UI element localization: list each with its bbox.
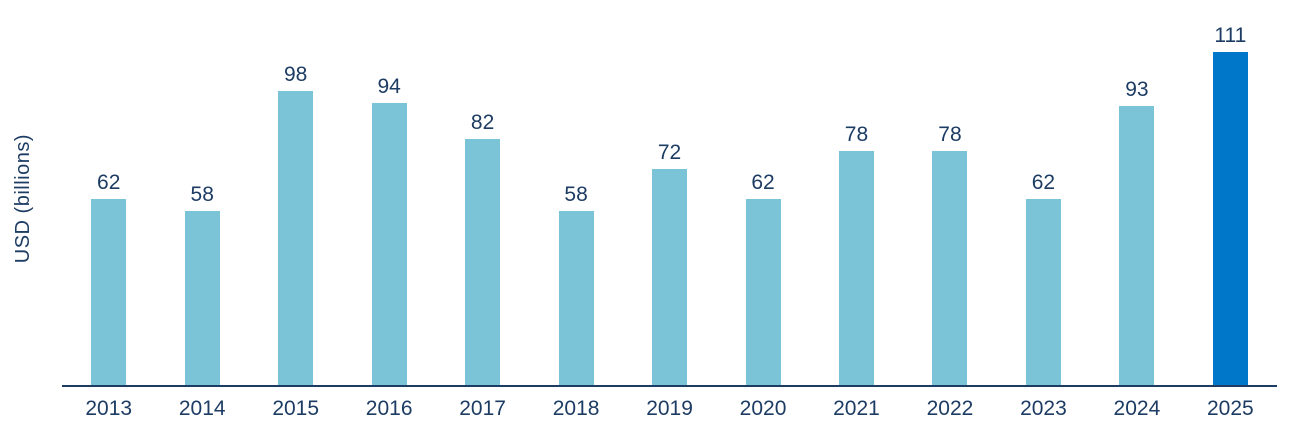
- bar-2019: [652, 169, 688, 385]
- x-axis-line: [62, 385, 1277, 387]
- bars-row: 62 58 98 94 82 58 72 62 78 78 62 93 111: [62, 0, 1277, 385]
- bar-column-2016: 94: [342, 76, 435, 385]
- y-axis-label: USD (billions): [12, 134, 34, 264]
- bar-column-2019: 72: [623, 142, 716, 385]
- bar-column-2015: 98: [249, 64, 342, 385]
- bar-2017: [465, 139, 501, 385]
- bar-column-2023: 62: [997, 172, 1090, 385]
- bar-2025: [1212, 52, 1248, 385]
- x-tick-2019: 2019: [646, 397, 693, 420]
- value-label-2016: 94: [377, 75, 401, 98]
- bar-column-2025: 111: [1184, 25, 1277, 385]
- bar-column-2021: 78: [810, 124, 903, 385]
- value-label-2020: 62: [751, 171, 775, 194]
- x-tick-2014: 2014: [178, 397, 226, 420]
- bar-2024: [1119, 106, 1155, 385]
- bar-2014: [184, 211, 220, 385]
- value-label-2017: 82: [470, 111, 495, 134]
- bar-column-2014: 58: [155, 184, 248, 385]
- x-tick-2013: 2013: [85, 397, 133, 420]
- bar-2018: [558, 211, 594, 385]
- value-label-2019: 72: [657, 141, 682, 164]
- bar-column-2018: 58: [529, 184, 622, 385]
- x-tick-2022: 2022: [926, 397, 974, 420]
- bar-2013: [91, 199, 127, 385]
- x-tick-2024: 2024: [1113, 397, 1161, 420]
- bar-column-2022: 78: [903, 124, 996, 385]
- x-axis-labels: 2013 2014 2015 2016 2017 2018 2019 2020 2021 2022…: [62, 396, 1277, 421]
- bar-column-2024: 93: [1090, 79, 1183, 385]
- x-tick-2021: 2021: [833, 397, 880, 420]
- value-label-2024: 93: [1125, 78, 1149, 101]
- x-tick-2017: 2017: [459, 397, 506, 420]
- bar-column-2013: 62: [62, 172, 155, 385]
- value-label-2015: 98: [283, 63, 308, 86]
- value-label-2025: 111: [1214, 24, 1247, 47]
- plot-area: 62 58 98 94 82 58 72 62 78 78 62 93 111 2013 2014 2015…: [62, 0, 1277, 440]
- value-label-2014: 58: [190, 183, 214, 206]
- value-label-2013: 62: [97, 171, 121, 194]
- bar-2023: [1025, 199, 1061, 385]
- bar-column-2020: 62: [716, 172, 809, 385]
- x-tick-2025: 2025: [1207, 397, 1254, 420]
- x-tick-2020: 2020: [739, 397, 787, 420]
- bar-2015: [278, 91, 314, 385]
- bar-2020: [745, 199, 781, 385]
- bar-column-2017: 82: [436, 112, 529, 385]
- x-tick-2015: 2015: [272, 397, 320, 420]
- x-tick-2016: 2016: [365, 397, 413, 420]
- bar-2016: [371, 103, 407, 385]
- bar-2021: [838, 151, 874, 385]
- value-label-2023: 62: [1031, 171, 1056, 194]
- value-label-2021: 78: [844, 123, 869, 146]
- value-label-2022: 78: [938, 123, 962, 146]
- x-tick-2023: 2023: [1020, 397, 1067, 420]
- value-label-2018: 58: [564, 183, 588, 206]
- x-tick-2018: 2018: [552, 397, 600, 420]
- bar-2022: [932, 151, 968, 385]
